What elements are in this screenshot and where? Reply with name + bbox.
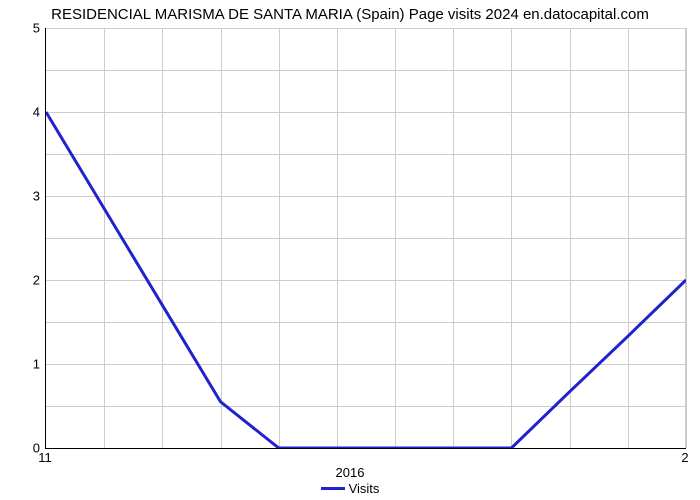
chart-container: RESIDENCIAL MARISMA DE SANTA MARIA (Spai… bbox=[0, 0, 700, 500]
series-visits-line bbox=[46, 112, 686, 448]
gridline-v bbox=[686, 28, 687, 448]
y-tick-label: 4 bbox=[10, 105, 40, 120]
x-tick-label: 11 bbox=[38, 450, 52, 465]
legend-swatch bbox=[321, 487, 345, 490]
plot-area bbox=[45, 28, 686, 449]
y-tick-label: 3 bbox=[10, 189, 40, 204]
legend-label: Visits bbox=[349, 481, 380, 496]
y-tick-label: 1 bbox=[10, 357, 40, 372]
y-tick-label: 0 bbox=[10, 441, 40, 456]
y-tick-label: 5 bbox=[10, 21, 40, 36]
legend: Visits bbox=[0, 480, 700, 496]
y-tick-label: 2 bbox=[10, 273, 40, 288]
chart-title: RESIDENCIAL MARISMA DE SANTA MARIA (Spai… bbox=[0, 6, 700, 23]
x-tick-label: 2 bbox=[681, 450, 688, 465]
x-axis-title: 2016 bbox=[0, 465, 700, 480]
data-line-svg bbox=[46, 28, 686, 448]
